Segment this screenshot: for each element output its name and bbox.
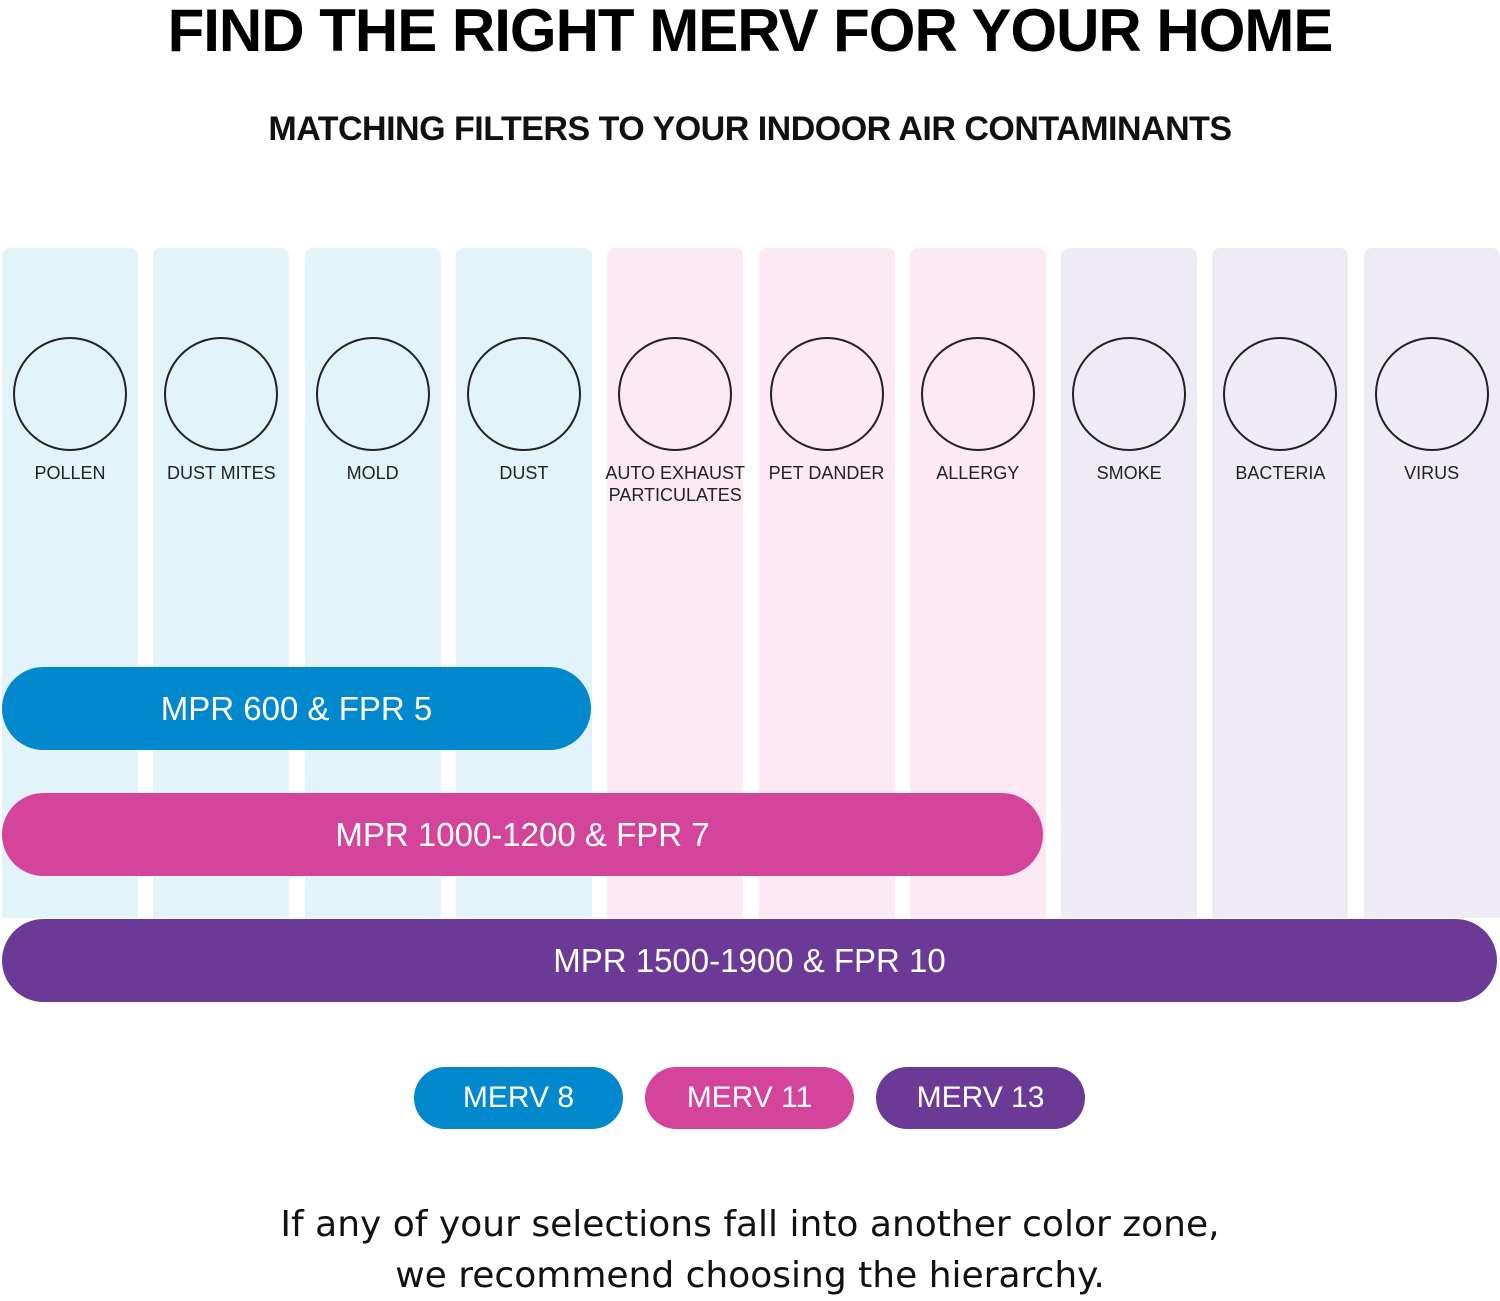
merv-badge: MERV 11 (645, 1067, 854, 1129)
contaminant-label: POLLEN (0, 462, 145, 484)
filter-bar: MPR 1500-1900 & FPR 10 (2, 919, 1497, 1002)
icon (920, 337, 1035, 451)
label-line: ALLERGY (936, 463, 1020, 483)
title: FIND THE RIGHT MERV FOR YOUR HOME (167, 0, 1334, 64)
contaminant-label: AUTO EXHAUST PARTICULATES (600, 462, 750, 506)
footer-text: If any of your selections fall into anot… (280, 1204, 1220, 1245)
label-line: VIRUS (1404, 463, 1460, 483)
label-line: SMOKE (1096, 463, 1162, 483)
label-line: PET DANDER (768, 463, 885, 483)
contaminant-label: VIRUS (1357, 462, 1500, 484)
icon (164, 337, 279, 451)
footer-text: we recommend choosing the hierarchy. (395, 1255, 1105, 1296)
label-line: MOLD (346, 463, 399, 483)
merv-badge: MERV 8 (414, 1067, 623, 1129)
contaminant-label: DUST (449, 462, 599, 484)
label-line: AUTO EXHAUST (605, 463, 746, 483)
label-line: DUST (499, 463, 549, 483)
merv-badge: MERV 13 (876, 1067, 1085, 1129)
label-line: PARTICULATES (608, 485, 742, 505)
icon (466, 337, 581, 451)
contaminant-label: MOLD (298, 462, 448, 484)
label-line: DUST MITES (166, 463, 276, 483)
icon (618, 337, 733, 451)
contaminant-label: DUST MITES (146, 462, 296, 484)
contaminant-label: ALLERGY (903, 462, 1053, 484)
icon (315, 337, 430, 451)
icon (1223, 337, 1338, 451)
contaminant-label: SMOKE (1054, 462, 1204, 484)
filter-bar: MPR 1000-1200 & FPR 7 (2, 793, 1043, 876)
icon (769, 337, 884, 451)
icon (1374, 337, 1489, 451)
label-line: BACTERIA (1235, 463, 1326, 483)
subtitle: MATCHING FILTERS TO YOUR INDOOR AIR CONT… (268, 110, 1232, 148)
contaminant-label: BACTERIA (1205, 462, 1355, 484)
icon (13, 337, 127, 451)
label-line: POLLEN (34, 463, 106, 483)
icon (1072, 337, 1187, 451)
contaminant-label: PET DANDER (752, 462, 902, 484)
filter-bar: MPR 600 & FPR 5 (2, 667, 591, 750)
